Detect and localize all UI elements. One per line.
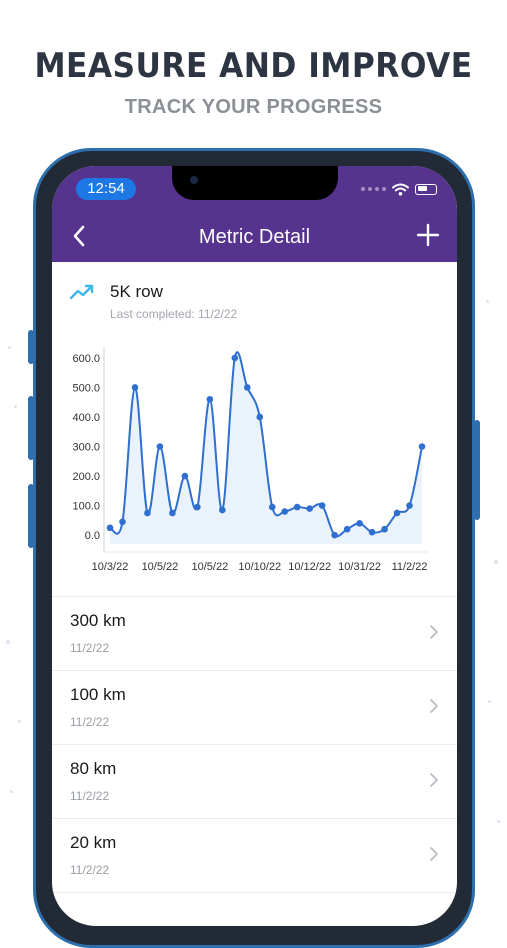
x-tick-label: 10/31/22 — [338, 561, 381, 573]
phone-volume-up-button — [28, 396, 34, 460]
entry-row[interactable]: 20 km 11/2/22 — [52, 819, 457, 892]
x-tick-label: 10/10/22 — [238, 561, 281, 573]
entry-date: 11/2/22 — [70, 641, 110, 655]
data-point — [331, 531, 338, 539]
plus-icon — [417, 223, 439, 247]
entry-value: 100 km — [70, 685, 126, 704]
wifi-icon — [392, 183, 409, 196]
entry-value: 80 km — [70, 759, 117, 778]
entry-row[interactable]: 300 km 11/2/22 — [52, 597, 457, 670]
back-button[interactable] — [70, 224, 90, 248]
entry-row[interactable]: 100 km 11/2/22 — [52, 671, 457, 744]
chevron-right-icon — [430, 773, 438, 787]
decor-speck — [8, 346, 11, 349]
front-camera — [190, 176, 198, 184]
data-point — [406, 502, 413, 509]
chart-points — [106, 354, 426, 539]
add-button[interactable] — [417, 222, 439, 248]
status-icons — [361, 180, 437, 198]
phone-mute-switch — [28, 330, 34, 364]
y-tick-label: 200.0 — [72, 471, 100, 483]
divider — [52, 744, 457, 745]
divider — [52, 670, 457, 671]
y-tick-label: 100.0 — [72, 501, 100, 513]
promo-subhead: TRACK YOUR PROGRESS — [124, 96, 383, 118]
x-tick-label: 10/3/22 — [92, 561, 129, 573]
trending-up-icon — [69, 284, 94, 300]
phone-notch — [172, 166, 338, 200]
chart-series-line — [109, 351, 423, 538]
data-point — [343, 525, 351, 533]
data-point — [194, 503, 201, 511]
x-tick-label: 10/5/22 — [191, 561, 228, 573]
y-tick-label: 0.0 — [85, 530, 100, 542]
entry-date: 11/2/22 — [70, 715, 110, 729]
metric-name: 5K row — [110, 282, 163, 301]
data-point — [381, 525, 388, 533]
entry-value: 300 km — [70, 611, 126, 630]
data-point — [306, 505, 313, 512]
status-time: 12:54 — [76, 178, 136, 200]
data-point — [106, 524, 114, 532]
decor-speck — [6, 640, 10, 644]
divider — [52, 892, 457, 893]
data-point — [231, 354, 239, 362]
promo-headline: MEASURE AND IMPROVE — [34, 46, 473, 86]
y-axis: 600.0 500.0 400.0 300.0 200.0 100.0 0.0 — [72, 348, 105, 552]
data-point — [206, 395, 214, 403]
data-point — [181, 472, 189, 480]
data-point — [144, 509, 151, 517]
cellular-signal-icon — [361, 187, 386, 191]
x-tick-label: 10/12/22 — [288, 561, 331, 573]
page-title: Metric Detail — [198, 226, 311, 248]
data-point — [119, 518, 126, 526]
divider — [52, 818, 457, 819]
chart-area-fill — [110, 352, 422, 544]
x-tick-label: 11/2/22 — [392, 561, 428, 573]
x-axis: 10/3/22 10/5/22 10/5/22 10/10/22 10/12/22 10/… — [92, 551, 428, 573]
chevron-right-icon — [430, 625, 438, 639]
y-tick-label: 400.0 — [72, 412, 100, 424]
phone-screen: 12:54 Metric Detail 5K row Last complete… — [52, 166, 457, 926]
chevron-left-icon — [73, 225, 85, 247]
decor-speck — [497, 820, 500, 823]
decor-speck — [494, 560, 498, 564]
divider — [52, 596, 457, 597]
y-tick-label: 500.0 — [72, 382, 100, 394]
decor-speck — [486, 300, 489, 303]
progress-chart: 600.0 500.0 400.0 300.0 200.0 100.0 0.0 10/3/2… — [72, 348, 428, 573]
phone-power-button — [474, 420, 480, 520]
chevron-right-icon — [430, 699, 438, 713]
data-point — [256, 413, 264, 421]
data-point — [268, 503, 276, 511]
entry-value: 20 km — [70, 833, 117, 852]
data-point — [356, 520, 363, 527]
battery-icon — [415, 183, 437, 195]
decor-speck — [14, 405, 17, 408]
decor-speck — [18, 720, 21, 723]
data-point — [318, 502, 326, 509]
entry-date: 11/2/22 — [70, 863, 110, 877]
data-point — [368, 528, 376, 536]
decor-speck — [488, 700, 491, 703]
y-tick-label: 600.0 — [72, 353, 100, 365]
data-point — [281, 508, 289, 515]
y-tick-label: 300.0 — [72, 442, 100, 454]
data-point — [393, 509, 401, 517]
app-bar: 12:54 Metric Detail — [52, 166, 457, 262]
data-point — [131, 384, 139, 391]
decor-speck — [10, 790, 13, 793]
entry-date: 11/2/22 — [70, 789, 110, 803]
phone-volume-down-button — [28, 484, 34, 548]
chevron-right-icon — [430, 847, 438, 861]
data-point — [293, 503, 301, 511]
data-point — [156, 443, 164, 450]
x-tick-label: 10/5/22 — [142, 561, 179, 573]
data-point — [169, 509, 176, 517]
last-completed-label: Last completed: 11/2/22 — [110, 307, 238, 321]
data-point — [418, 443, 426, 450]
entry-row[interactable]: 80 km 11/2/22 — [52, 745, 457, 818]
data-point — [243, 384, 251, 391]
data-point — [219, 506, 226, 514]
